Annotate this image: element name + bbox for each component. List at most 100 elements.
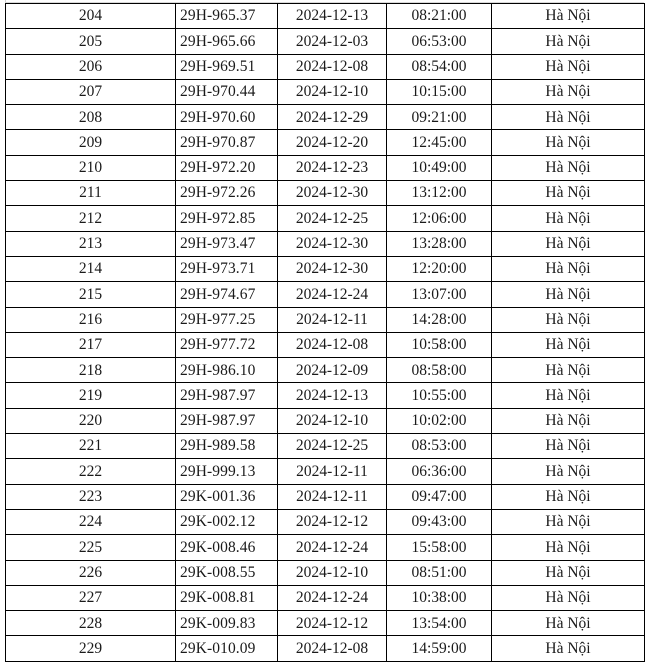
cell-no[interactable]: 215 — [5, 281, 176, 308]
table-row[interactable]: 215 29H-974.67 2024-12-24 13:07:00 Hà Nội — [5, 281, 645, 308]
cell-place[interactable]: Hà Nội — [491, 635, 645, 662]
cell-place[interactable]: Hà Nội — [491, 28, 645, 55]
cell-place[interactable]: Hà Nội — [491, 129, 645, 156]
cell-no[interactable]: 229 — [5, 635, 176, 662]
table-row[interactable]: 224 29K-002.12 2024-12-12 09:43:00 Hà Nội — [5, 509, 645, 536]
cell-time[interactable]: 13:28:00 — [386, 231, 492, 257]
cell-plate[interactable]: 29H-972.26 — [175, 180, 278, 207]
cell-date[interactable]: 2024-12-08 — [277, 332, 387, 359]
cell-time[interactable]: 10:15:00 — [386, 79, 492, 106]
cell-plate[interactable]: 29H-970.44 — [175, 79, 278, 106]
cell-no[interactable]: 216 — [5, 307, 176, 333]
cell-date[interactable]: 2024-12-11 — [277, 458, 387, 485]
cell-no[interactable]: 205 — [5, 28, 176, 55]
cell-place[interactable]: Hà Nội — [491, 54, 645, 80]
cell-plate[interactable]: 29K-001.36 — [175, 484, 278, 510]
cell-plate[interactable]: 29H-989.58 — [175, 433, 278, 460]
cell-date[interactable]: 2024-12-29 — [277, 104, 387, 131]
cell-place[interactable]: Hà Nội — [491, 307, 645, 333]
table-row[interactable]: 223 29K-001.36 2024-12-11 09:47:00 Hà Nội — [5, 484, 645, 510]
cell-place[interactable]: Hà Nội — [491, 560, 645, 586]
table-row[interactable]: 207 29H-970.44 2024-12-10 10:15:00 Hà Nội — [5, 79, 645, 106]
cell-date[interactable]: 2024-12-08 — [277, 635, 387, 662]
table-row[interactable]: 214 29H-973.71 2024-12-30 12:20:00 Hà Nội — [5, 256, 645, 283]
cell-time[interactable]: 12:06:00 — [386, 205, 492, 232]
cell-no[interactable]: 228 — [5, 610, 176, 637]
table-row[interactable]: 225 29K-008.46 2024-12-24 15:58:00 Hà Nội — [5, 534, 645, 561]
table-row[interactable]: 216 29H-977.25 2024-12-11 14:28:00 Hà Nội — [5, 307, 645, 333]
cell-place[interactable]: Hà Nội — [491, 585, 645, 612]
cell-place[interactable]: Hà Nội — [491, 104, 645, 131]
cell-date[interactable]: 2024-12-13 — [277, 382, 387, 409]
cell-time[interactable]: 10:02:00 — [386, 408, 492, 435]
table-row[interactable]: 227 29K-008.81 2024-12-24 10:38:00 Hà Nội — [5, 585, 645, 612]
cell-place[interactable]: Hà Nội — [491, 433, 645, 460]
cell-no[interactable]: 226 — [5, 560, 176, 586]
table-row[interactable]: 209 29H-970.87 2024-12-20 12:45:00 Hà Nội — [5, 129, 645, 156]
cell-no[interactable]: 212 — [5, 205, 176, 232]
table-row[interactable]: 221 29H-989.58 2024-12-25 08:53:00 Hà Nội — [5, 433, 645, 460]
cell-place[interactable]: Hà Nội — [491, 357, 645, 384]
cell-no[interactable]: 211 — [5, 180, 176, 207]
cell-no[interactable]: 217 — [5, 332, 176, 359]
cell-time[interactable]: 08:53:00 — [386, 433, 492, 460]
table-row[interactable]: 222 29H-999.13 2024-12-11 06:36:00 Hà Nội — [5, 458, 645, 485]
cell-place[interactable]: Hà Nội — [491, 382, 645, 409]
cell-no[interactable]: 221 — [5, 433, 176, 460]
cell-no[interactable]: 207 — [5, 79, 176, 106]
cell-time[interactable]: 06:36:00 — [386, 458, 492, 485]
cell-plate[interactable]: 29K-010.09 — [175, 635, 278, 662]
cell-plate[interactable]: 29K-009.83 — [175, 610, 278, 637]
cell-place[interactable]: Hà Nội — [491, 332, 645, 359]
table-row[interactable]: 213 29H-973.47 2024-12-30 13:28:00 Hà Nội — [5, 231, 645, 257]
cell-date[interactable]: 2024-12-13 — [277, 2, 387, 30]
cell-time[interactable]: 10:49:00 — [386, 155, 492, 182]
table-row[interactable]: 205 29H-965.66 2024-12-03 06:53:00 Hà Nội — [5, 28, 645, 55]
cell-no[interactable]: 222 — [5, 458, 176, 485]
cell-plate[interactable]: 29H-977.25 — [175, 307, 278, 333]
cell-date[interactable]: 2024-12-11 — [277, 484, 387, 510]
cell-plate[interactable]: 29H-973.71 — [175, 256, 278, 283]
cell-time[interactable]: 08:54:00 — [386, 54, 492, 80]
cell-date[interactable]: 2024-12-10 — [277, 408, 387, 435]
cell-plate[interactable]: 29H-987.97 — [175, 382, 278, 409]
cell-date[interactable]: 2024-12-23 — [277, 155, 387, 182]
cell-time[interactable]: 06:53:00 — [386, 28, 492, 55]
table-row[interactable]: 228 29K-009.83 2024-12-12 13:54:00 Hà Nội — [5, 610, 645, 637]
cell-plate[interactable]: 29H-970.87 — [175, 129, 278, 156]
cell-date[interactable]: 2024-12-12 — [277, 509, 387, 536]
cell-place[interactable]: Hà Nội — [491, 79, 645, 106]
table-row[interactable]: 212 29H-972.85 2024-12-25 12:06:00 Hà Nội — [5, 205, 645, 232]
cell-time[interactable]: 08:21:00 — [386, 2, 492, 30]
cell-date[interactable]: 2024-12-25 — [277, 205, 387, 232]
cell-no[interactable]: 219 — [5, 382, 176, 409]
cell-date[interactable]: 2024-12-03 — [277, 28, 387, 55]
cell-no[interactable]: 206 — [5, 54, 176, 80]
cell-no[interactable]: 224 — [5, 509, 176, 536]
cell-place[interactable]: Hà Nội — [491, 2, 645, 30]
cell-no[interactable]: 208 — [5, 104, 176, 131]
cell-plate[interactable]: 29K-002.12 — [175, 509, 278, 536]
cell-date[interactable]: 2024-12-10 — [277, 560, 387, 586]
cell-time[interactable]: 10:55:00 — [386, 382, 492, 409]
cell-plate[interactable]: 29K-008.81 — [175, 585, 278, 612]
cell-plate[interactable]: 29H-986.10 — [175, 357, 278, 384]
cell-place[interactable]: Hà Nội — [491, 281, 645, 308]
cell-place[interactable]: Hà Nội — [491, 408, 645, 435]
cell-plate[interactable]: 29H-965.66 — [175, 28, 278, 55]
cell-plate[interactable]: 29H-972.20 — [175, 155, 278, 182]
table-row[interactable]: 204 29H-965.37 2024-12-13 08:21:00 Hà Nội — [5, 2, 645, 30]
cell-time[interactable]: 10:58:00 — [386, 332, 492, 359]
cell-plate[interactable]: 29H-974.67 — [175, 281, 278, 308]
cell-time[interactable]: 13:07:00 — [386, 281, 492, 308]
table-row[interactable]: 206 29H-969.51 2024-12-08 08:54:00 Hà Nội — [5, 54, 645, 80]
cell-place[interactable]: Hà Nội — [491, 231, 645, 257]
cell-plate[interactable]: 29H-973.47 — [175, 231, 278, 257]
cell-plate[interactable]: 29H-970.60 — [175, 104, 278, 131]
table-row[interactable]: 208 29H-970.60 2024-12-29 09:21:00 Hà Nội — [5, 104, 645, 131]
cell-place[interactable]: Hà Nội — [491, 610, 645, 637]
cell-plate[interactable]: 29H-972.85 — [175, 205, 278, 232]
cell-date[interactable]: 2024-12-30 — [277, 256, 387, 283]
table-row[interactable]: 219 29H-987.97 2024-12-13 10:55:00 Hà Nội — [5, 382, 645, 409]
table-row[interactable]: 226 29K-008.55 2024-12-10 08:51:00 Hà Nội — [5, 560, 645, 586]
